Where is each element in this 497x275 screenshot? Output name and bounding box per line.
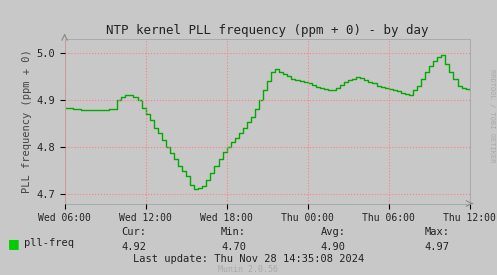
Text: 4.70: 4.70 (221, 242, 246, 252)
Text: Cur:: Cur: (122, 227, 147, 237)
Text: 4.97: 4.97 (425, 242, 450, 252)
Y-axis label: PLL frequency (ppm + 0): PLL frequency (ppm + 0) (22, 49, 32, 193)
Text: 4.92: 4.92 (122, 242, 147, 252)
Text: ■: ■ (7, 237, 19, 250)
Text: 4.90: 4.90 (321, 242, 345, 252)
Text: RRDTOOL / TOBI OETIKER: RRDTOOL / TOBI OETIKER (489, 69, 495, 162)
Title: NTP kernel PLL frequency (ppm + 0) - by day: NTP kernel PLL frequency (ppm + 0) - by … (106, 24, 428, 37)
Text: pll-freq: pll-freq (24, 238, 74, 248)
Text: Avg:: Avg: (321, 227, 345, 237)
Text: Max:: Max: (425, 227, 450, 237)
Text: Last update: Thu Nov 28 14:35:08 2024: Last update: Thu Nov 28 14:35:08 2024 (133, 254, 364, 264)
Text: Munin 2.0.56: Munin 2.0.56 (219, 265, 278, 274)
Text: Min:: Min: (221, 227, 246, 237)
